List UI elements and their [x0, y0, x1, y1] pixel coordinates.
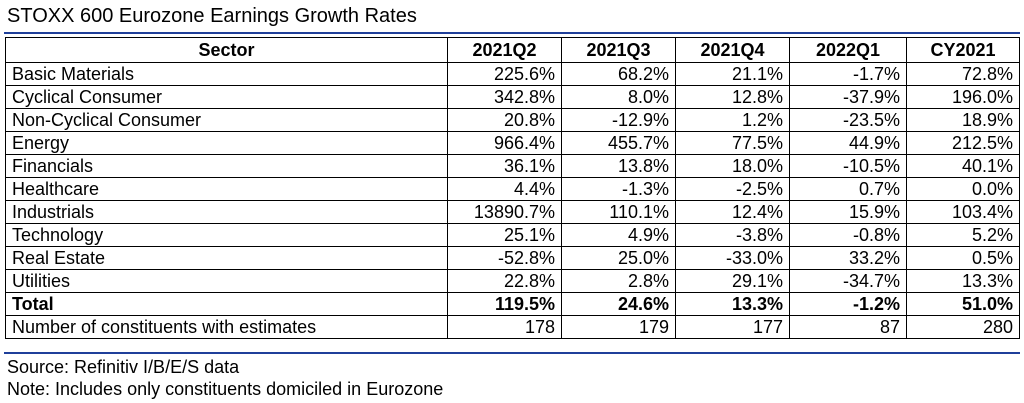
table-cell: 966.4%: [447, 131, 562, 155]
table-cell: -1.2%: [789, 292, 907, 316]
table-cell: 22.8%: [447, 269, 562, 293]
table-cell: 119.5%: [447, 292, 562, 316]
table-cell: 24.6%: [561, 292, 676, 316]
table-cell: 25.1%: [447, 223, 562, 247]
source-note: Source: Refinitiv I/B/E/S data: [7, 357, 240, 377]
table-row: Utilities 22.8% 2.8% 29.1% -34.7% 13.3%: [5, 269, 1020, 293]
constituents-row: Number of constituents with estimates 178…: [5, 315, 1020, 339]
sector-label: Total: [5, 292, 448, 316]
column-header: Sector: [5, 37, 448, 63]
table-cell: 29.1%: [675, 269, 790, 293]
table-row: Energy 966.4% 455.7% 77.5% 44.9% 212.5%: [5, 131, 1020, 155]
table-cell: 212.5%: [906, 131, 1020, 155]
table-cell: -1.7%: [789, 62, 907, 86]
table-cell: -33.0%: [675, 246, 790, 270]
table-cell: 18.9%: [906, 108, 1020, 132]
table-cell: 13.3%: [906, 269, 1020, 293]
table-row: Cyclical Consumer 342.8% 8.0% 12.8% -37.9% 19…: [5, 85, 1020, 109]
sector-label: Cyclical Consumer: [5, 85, 448, 109]
footer-rule: [4, 352, 1020, 354]
table-cell: 68.2%: [561, 62, 676, 86]
table-row: Technology 25.1% 4.9% -3.8% -0.8% 5.2%: [5, 223, 1020, 247]
table-cell: 20.8%: [447, 108, 562, 132]
table-cell: -2.5%: [675, 177, 790, 201]
table-cell: 4.9%: [561, 223, 676, 247]
table-cell: 36.1%: [447, 154, 562, 178]
table-row: Basic Materials 225.6% 68.2% 21.1% -1.7% 72.8…: [5, 62, 1020, 86]
table-cell: 196.0%: [906, 85, 1020, 109]
table-cell: -23.5%: [789, 108, 907, 132]
table-cell: 0.5%: [906, 246, 1020, 270]
table-cell: 51.0%: [906, 292, 1020, 316]
table-cell: 13.8%: [561, 154, 676, 178]
table-cell: 40.1%: [906, 154, 1020, 178]
table-cell: -37.9%: [789, 85, 907, 109]
header-row: Sector 2021Q2 2021Q3 2021Q4 2022Q1 CY202…: [5, 37, 1020, 63]
sector-label: Real Estate: [5, 246, 448, 270]
table-cell: 0.7%: [789, 177, 907, 201]
earnings-growth-table: Sector 2021Q2 2021Q3 2021Q4 2022Q1 CY202…: [5, 37, 1020, 339]
sector-label: Non-Cyclical Consumer: [5, 108, 448, 132]
table-cell: 77.5%: [675, 131, 790, 155]
sector-label: Technology: [5, 223, 448, 247]
table-cell: 4.4%: [447, 177, 562, 201]
table-cell: 8.0%: [561, 85, 676, 109]
table-cell: 12.8%: [675, 85, 790, 109]
table-cell: 342.8%: [447, 85, 562, 109]
table-cell: -52.8%: [447, 246, 562, 270]
table-cell: -34.7%: [789, 269, 907, 293]
column-header: CY2021: [906, 37, 1020, 63]
table-row: Non-Cyclical Consumer 20.8% -12.9% 1.2% -23.…: [5, 108, 1020, 132]
table-cell: 12.4%: [675, 200, 790, 224]
table-row: Industrials 13890.7% 110.1% 12.4% 15.9% 103.4…: [5, 200, 1020, 224]
table-cell: 455.7%: [561, 131, 676, 155]
table-cell: 13890.7%: [447, 200, 562, 224]
table-cell: 44.9%: [789, 131, 907, 155]
total-row: Total 119.5% 24.6% 13.3% -1.2% 51.0%: [5, 292, 1020, 316]
table-cell: 2.8%: [561, 269, 676, 293]
table-cell: 280: [906, 315, 1020, 339]
sector-label: Utilities: [5, 269, 448, 293]
table-cell: 13.3%: [675, 292, 790, 316]
table-cell: 21.1%: [675, 62, 790, 86]
footnote: Note: Includes only constituents domicil…: [7, 379, 444, 399]
table-cell: 225.6%: [447, 62, 562, 86]
sector-label: Financials: [5, 154, 448, 178]
table-cell: -10.5%: [789, 154, 907, 178]
column-header: 2022Q1: [789, 37, 907, 63]
column-header: 2021Q4: [675, 37, 790, 63]
table-cell: 72.8%: [906, 62, 1020, 86]
table-cell: 25.0%: [561, 246, 676, 270]
table-cell: 87: [789, 315, 907, 339]
sector-label: Industrials: [5, 200, 448, 224]
table-cell: 5.2%: [906, 223, 1020, 247]
sector-label: Energy: [5, 131, 448, 155]
table-cell: 110.1%: [561, 200, 676, 224]
table-cell: -0.8%: [789, 223, 907, 247]
sector-label: Basic Materials: [5, 62, 448, 86]
table-cell: 1.2%: [675, 108, 790, 132]
table-title: STOXX 600 Eurozone Earnings Growth Rates: [7, 5, 417, 27]
table-cell: 33.2%: [789, 246, 907, 270]
title-rule: [4, 32, 1020, 34]
table-row: Real Estate -52.8% 25.0% -33.0% 33.2% 0.5%: [5, 246, 1020, 270]
table-row: Healthcare 4.4% -1.3% -2.5% 0.7% 0.0%: [5, 177, 1020, 201]
table-cell: 0.0%: [906, 177, 1020, 201]
table-cell: 177: [675, 315, 790, 339]
table-cell: -3.8%: [675, 223, 790, 247]
table-cell: -1.3%: [561, 177, 676, 201]
table-cell: 178: [447, 315, 562, 339]
table-cell: -12.9%: [561, 108, 676, 132]
table-cell: 15.9%: [789, 200, 907, 224]
sector-label: Healthcare: [5, 177, 448, 201]
sector-label: Number of constituents with estimates: [5, 315, 448, 339]
column-header: 2021Q3: [561, 37, 676, 63]
table-cell: 103.4%: [906, 200, 1020, 224]
table-cell: 18.0%: [675, 154, 790, 178]
table-row: Financials 36.1% 13.8% 18.0% -10.5% 40.1%: [5, 154, 1020, 178]
column-header: 2021Q2: [447, 37, 562, 63]
table-cell: 179: [561, 315, 676, 339]
